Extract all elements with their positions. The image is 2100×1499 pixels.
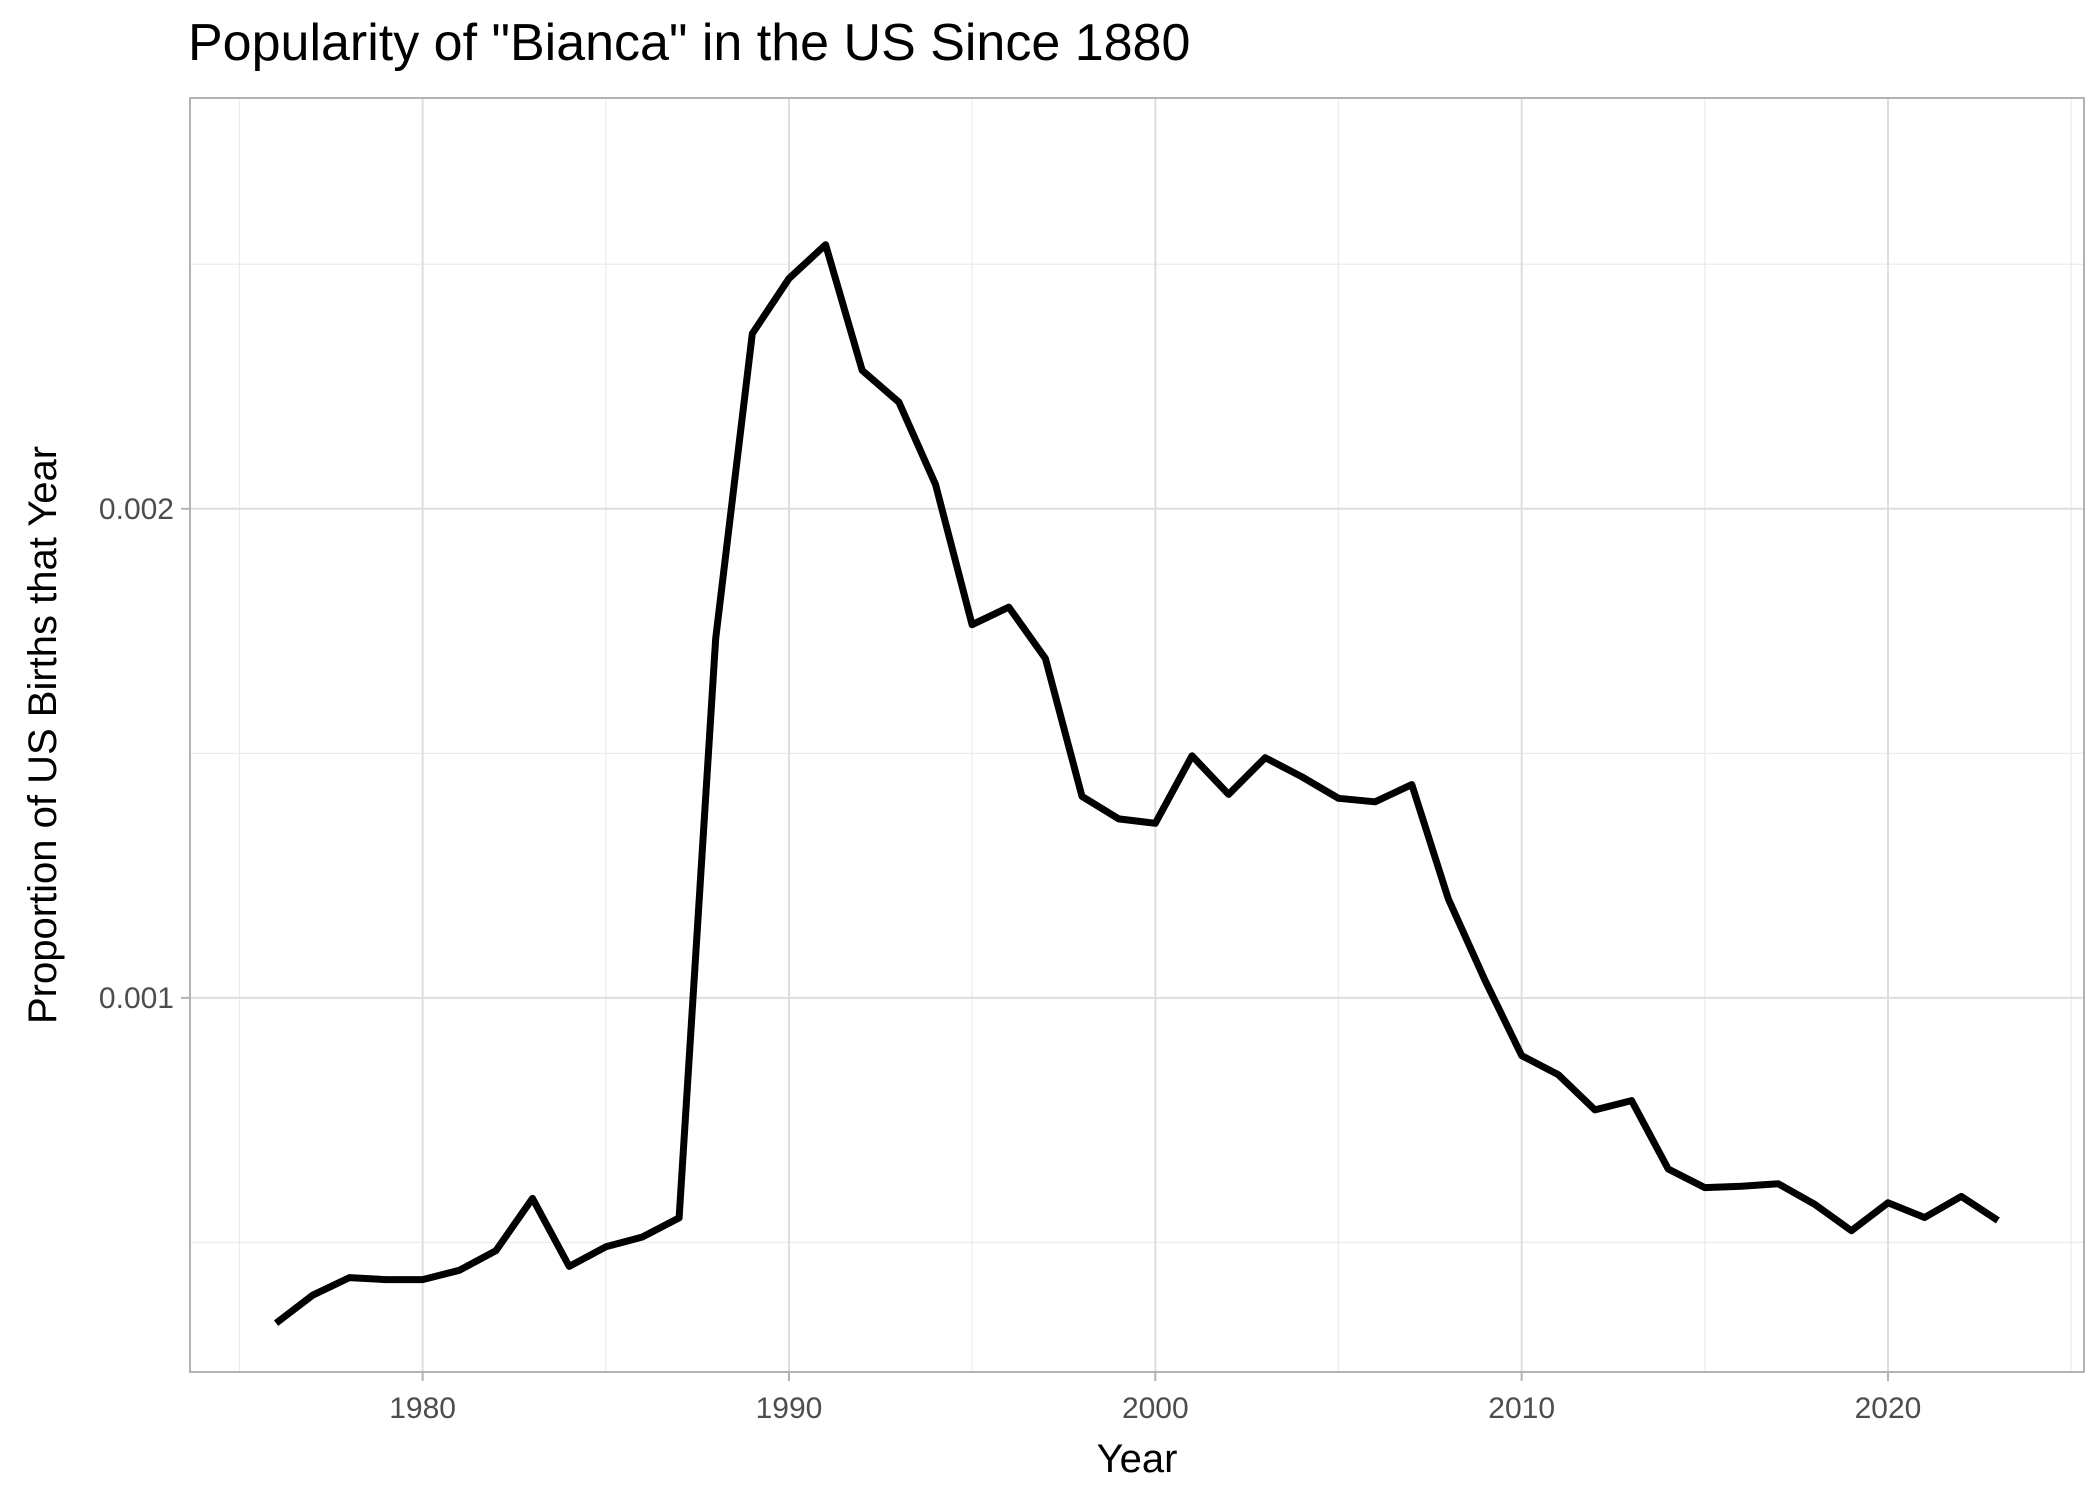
x-tick-label: 1980: [389, 1392, 456, 1425]
x-tick-label: 2010: [1488, 1392, 1555, 1425]
x-axis-title: Year: [1097, 1437, 1178, 1481]
y-axis-title: Proportion of US Births that Year: [21, 446, 65, 1024]
y-tick-label: 0.001: [99, 982, 174, 1015]
series-line: [273, 241, 2000, 1326]
x-tick-label: 1990: [756, 1392, 823, 1425]
grid-lines: [190, 98, 2084, 1372]
y-tick-label: 0.002: [99, 493, 174, 526]
chart-title: Popularity of "Bianca" in the US Since 1…: [188, 14, 1190, 72]
x-tick-label: 2000: [1122, 1392, 1189, 1425]
plot-panel-border: [189, 97, 2085, 1373]
axis-ticks: [181, 507, 1890, 1381]
tick-labels: 1980 1990 2000 2010 2020 0.001 0.002: [99, 493, 1921, 1425]
series-layer: [273, 241, 2000, 1326]
x-tick-label: 2020: [1855, 1392, 1922, 1425]
